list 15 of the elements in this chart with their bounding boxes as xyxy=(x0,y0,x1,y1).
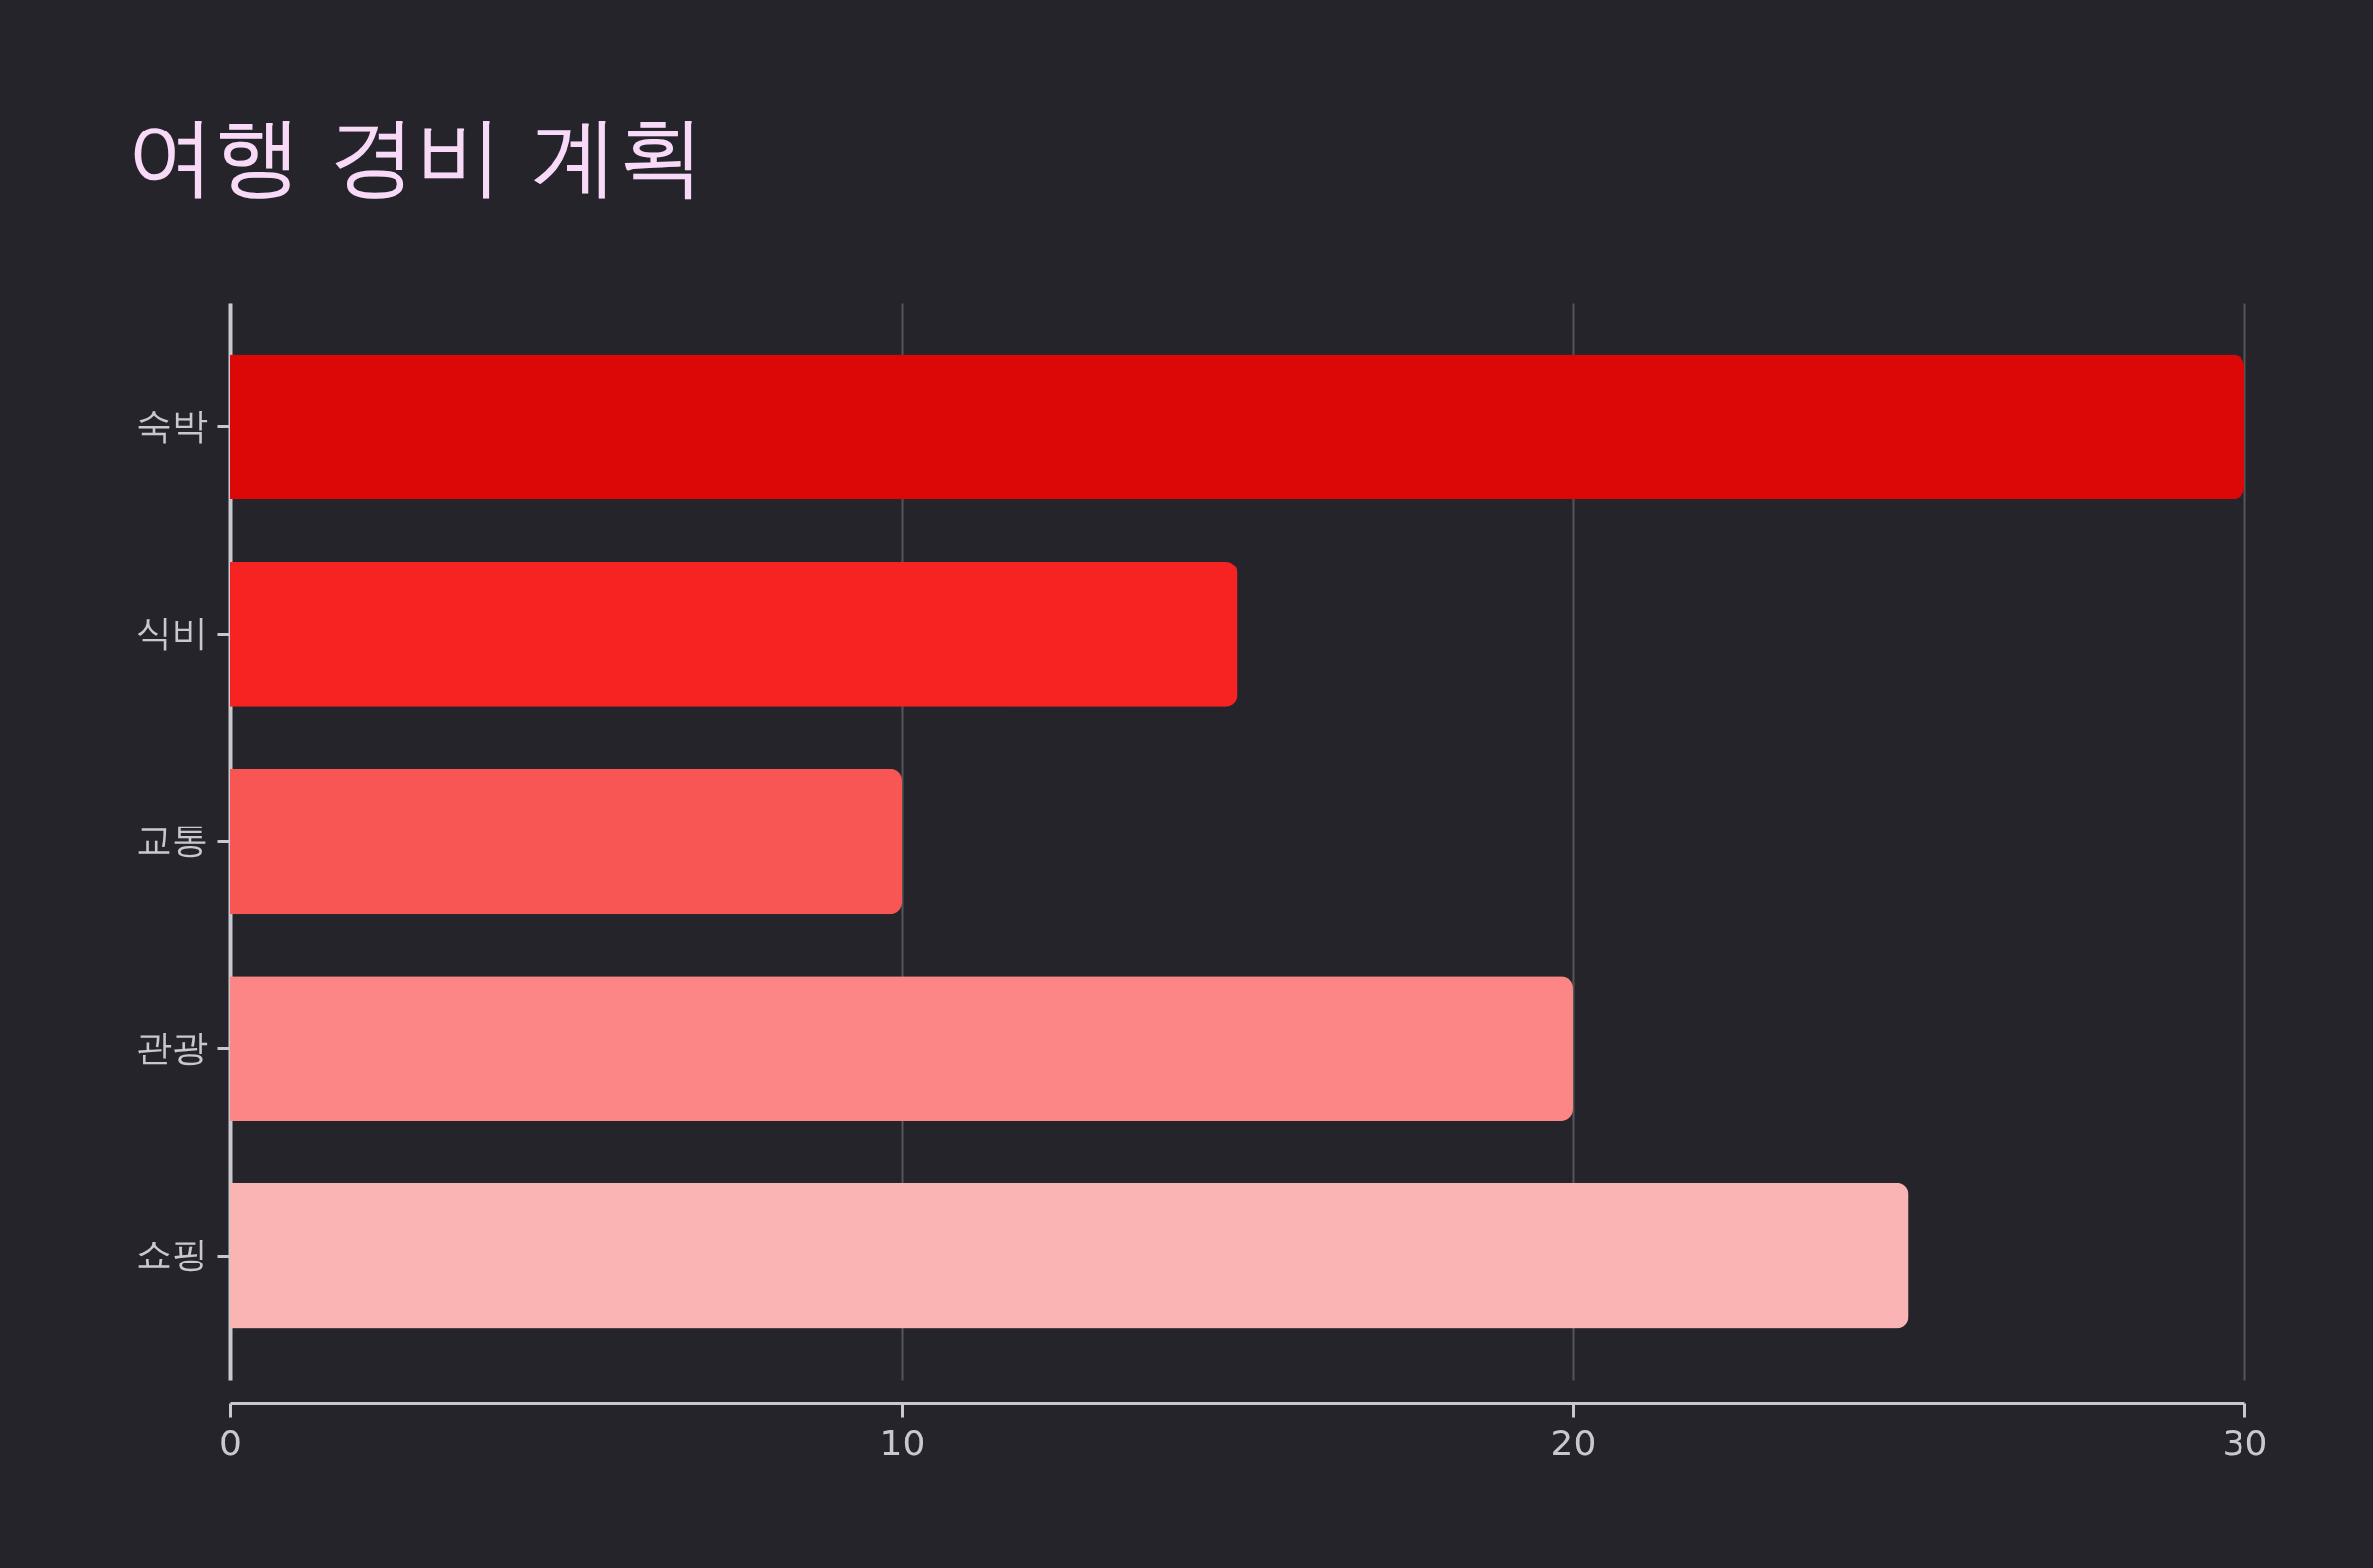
bar xyxy=(230,1182,1909,1329)
y-tick-label: 숙박 xyxy=(135,404,208,446)
bar xyxy=(230,354,2244,500)
chart-title: 여행 경비 계획 xyxy=(128,105,705,207)
bar xyxy=(230,976,1573,1121)
y-tick-label: 교통 xyxy=(135,820,208,860)
x-tick-label: 30 xyxy=(2222,1422,2268,1463)
x-tick-label: 20 xyxy=(1550,1422,1597,1463)
y-tick-label: 쇼핑 xyxy=(135,1234,208,1275)
y-tick-label: 식비 xyxy=(135,612,208,653)
bar xyxy=(230,768,902,915)
bar xyxy=(230,562,1238,707)
y-tick-label: 관광 xyxy=(135,1026,208,1068)
x-tick-label: 0 xyxy=(220,1422,242,1463)
x-tick-label: 10 xyxy=(879,1422,925,1463)
